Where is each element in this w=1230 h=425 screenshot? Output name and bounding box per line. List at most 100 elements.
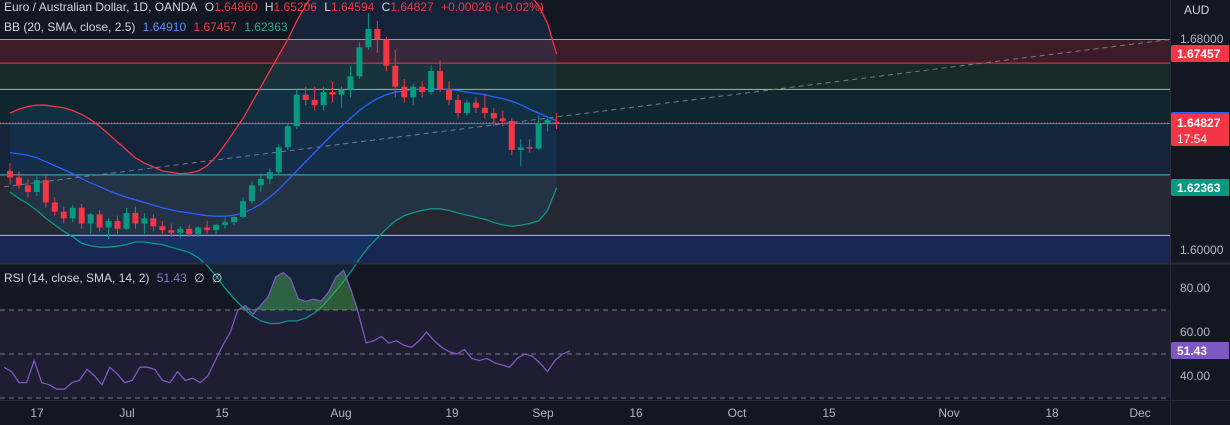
candle-body: [544, 119, 551, 124]
candle: [329, 81, 336, 103]
candle-body: [159, 226, 166, 231]
candle-body: [213, 224, 220, 231]
candle-body: [69, 207, 76, 219]
candle-body: [320, 92, 327, 106]
time-label: 16: [629, 406, 643, 420]
candle: [320, 86, 327, 111]
rsi-overbought-fill: [237, 305, 253, 310]
candle-body: [535, 123, 542, 149]
bb-lower-line: [9, 187, 558, 325]
candle-body: [248, 185, 255, 202]
time-label: 15: [215, 406, 229, 420]
candle-body: [33, 180, 40, 192]
time-label: Jul: [119, 406, 135, 420]
zone-band-2: [0, 63, 1170, 90]
candle-body: [284, 126, 291, 148]
candle: [499, 110, 506, 127]
candle: [347, 65, 354, 98]
candle-body: [419, 86, 426, 93]
symbol-legend: Euro / Australian Dollar, 1D, OANDA O1.6…: [4, 0, 548, 14]
price-tick-label: 1.60000: [1180, 242, 1224, 257]
candle-body: [401, 86, 408, 98]
candle: [177, 226, 184, 239]
candle-body: [490, 113, 497, 119]
candle-body: [410, 86, 417, 98]
candle-body: [275, 147, 282, 173]
rsi-line: [3, 269, 571, 390]
candle-body: [87, 214, 94, 224]
candle: [266, 168, 273, 185]
candle: [410, 84, 417, 106]
candle: [284, 123, 291, 150]
candle-body: [231, 216, 237, 223]
currency-button[interactable]: AUD: [1184, 3, 1210, 17]
trend-line: [3, 38, 1171, 188]
candle: [195, 226, 202, 237]
candle-body: [51, 202, 58, 212]
candle: [33, 176, 40, 196]
candle-body: [60, 211, 67, 219]
candle-body: [481, 107, 488, 114]
candle: [374, 21, 381, 53]
time-label: Sep: [532, 406, 554, 420]
candle: [168, 223, 175, 237]
candle: [428, 65, 435, 95]
candle: [186, 224, 193, 237]
price-grid: [0, 38, 1171, 236]
close-label: C: [381, 0, 391, 14]
candle-body: [365, 28, 372, 48]
candle: [419, 81, 426, 98]
candle-body: [257, 178, 264, 186]
candle: [311, 86, 318, 111]
candle-body: [239, 201, 246, 217]
rsi-value-tag: 51.43: [1171, 341, 1229, 359]
candle-body: [508, 120, 515, 150]
price-tag-1: 1.67457: [1171, 44, 1229, 62]
countdown-timer: 17:54: [1177, 131, 1208, 146]
bb-name: BB (20, SMA, close, 2.5): [4, 20, 136, 34]
candle: [338, 86, 345, 108]
symbol-name: Euro / Australian Dollar, 1D, OANDA: [4, 0, 198, 14]
candle: [517, 139, 524, 166]
candle-body: [428, 71, 435, 93]
candle-body: [42, 180, 49, 203]
candle-body: [383, 39, 390, 66]
bb-legend[interactable]: BB (20, SMA, close, 2.5) 1.64910 1.67457…: [4, 20, 292, 34]
price-tag-value: 1.62363: [1177, 180, 1221, 195]
price-bands: [0, 39, 1170, 263]
bb-upper-line: [9, 0, 558, 175]
candle-body: [177, 228, 184, 233]
low-label: L: [324, 0, 331, 14]
time-label: 18: [1045, 406, 1059, 420]
candle-body: [96, 214, 103, 228]
candle: [132, 206, 139, 229]
time-label: Aug: [330, 406, 352, 420]
candle-body: [7, 170, 13, 178]
candle-body: [329, 92, 336, 95]
time-label: 17: [30, 406, 44, 420]
bollinger-lines: [9, 0, 558, 325]
candle-body: [356, 47, 363, 77]
candle: [141, 213, 148, 235]
candle-body: [105, 220, 112, 228]
time-label: 19: [445, 406, 459, 420]
candle: [96, 210, 103, 232]
candle-body: [526, 147, 533, 149]
zone-band-6: [0, 235, 1170, 263]
candle: [213, 223, 220, 235]
candle-body: [302, 94, 309, 100]
close-value: 1.64827: [390, 0, 434, 14]
zone-band-5: [0, 174, 1170, 236]
rsi-legend[interactable]: RSI (14, close, SMA, 14, 2) 51.43 ∅ ∅: [4, 271, 226, 285]
candle-body: [141, 218, 148, 224]
candle-body: [374, 28, 381, 40]
candle: [472, 97, 479, 114]
candle: [257, 173, 264, 192]
candle-body: [132, 213, 139, 224]
candle: [481, 94, 488, 119]
rsi-value: 51.43: [156, 271, 187, 285]
zone-band-4: [0, 123, 1170, 175]
rsi-tick-label: 40.00: [1180, 369, 1211, 383]
